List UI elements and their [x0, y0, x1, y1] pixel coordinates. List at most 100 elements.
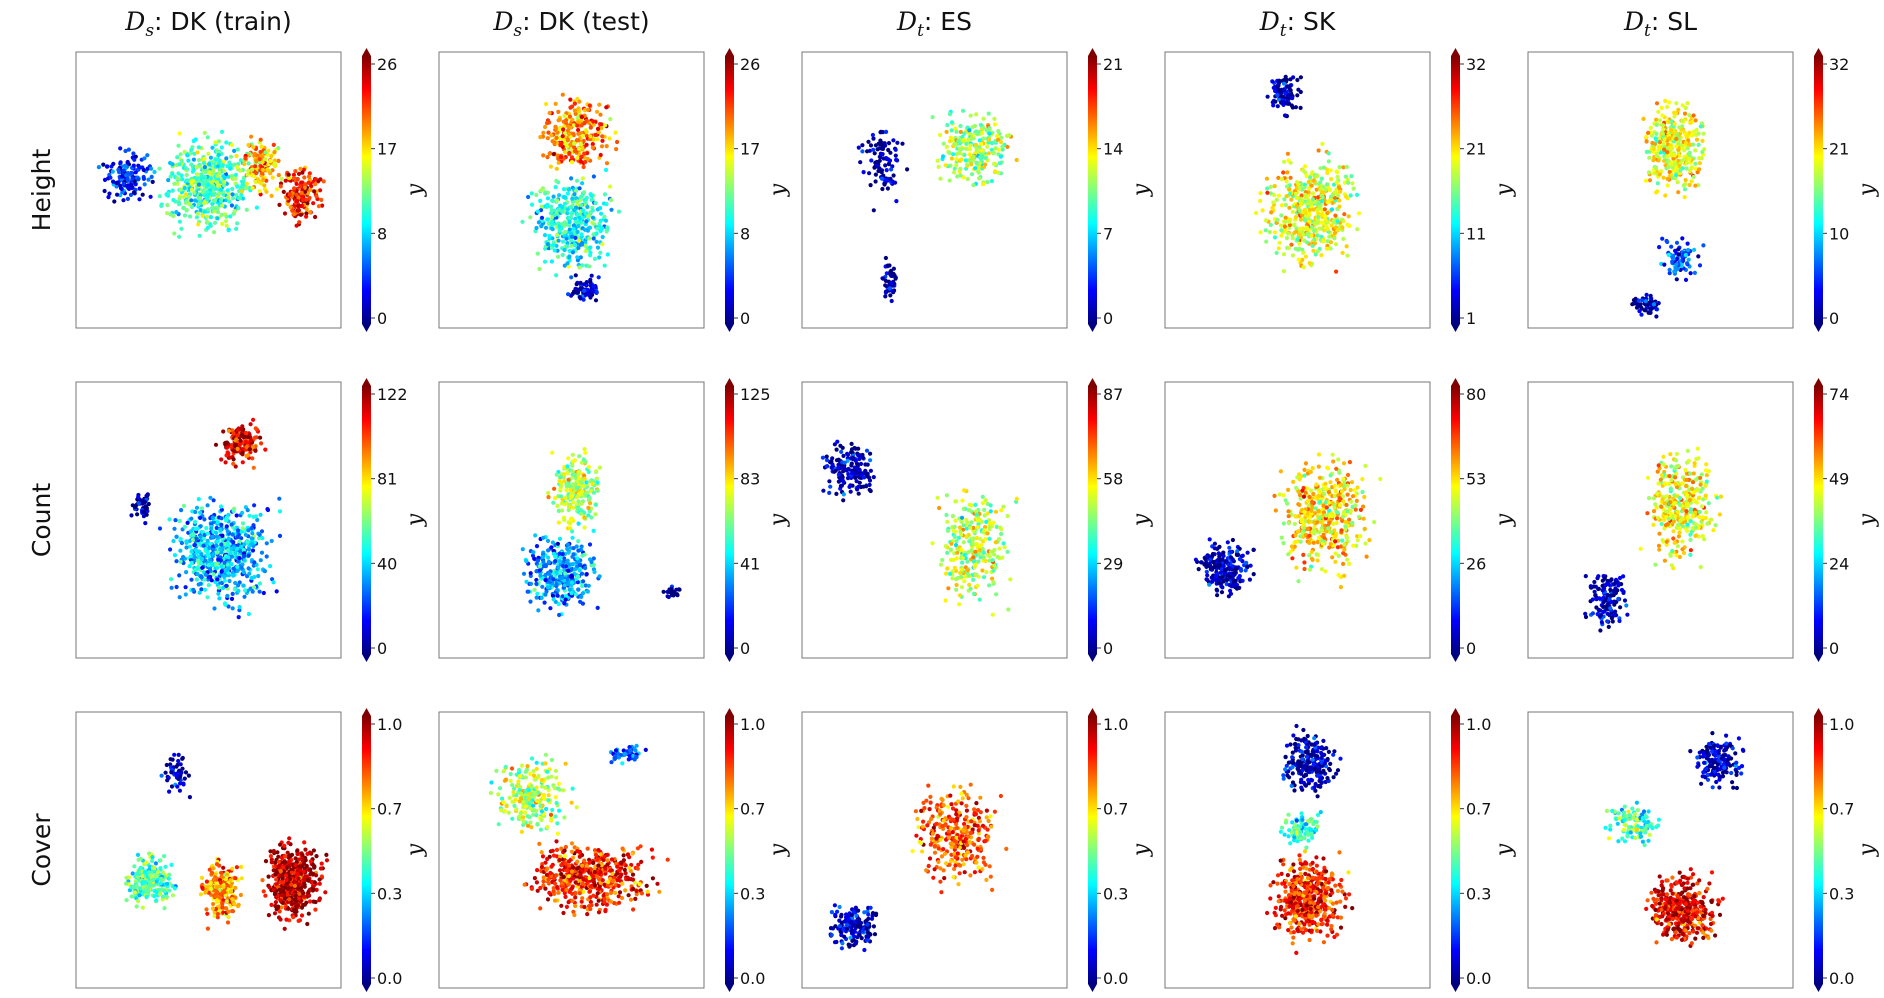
scatter-point — [198, 164, 203, 169]
scatter-point — [218, 527, 223, 532]
scatter-point — [665, 594, 670, 599]
scatter-point — [572, 141, 577, 146]
scatter-point — [579, 114, 585, 120]
scatter-point — [560, 563, 565, 569]
scatter-point — [193, 137, 198, 142]
scatter-point — [598, 228, 603, 234]
scatter-point — [1660, 113, 1665, 118]
scatter-point — [253, 164, 258, 169]
scatter-point — [820, 455, 826, 460]
scatter-point — [217, 596, 222, 601]
colorbar-tick-label: 32 — [1466, 55, 1486, 74]
scatter-point — [268, 564, 273, 569]
scatter-point — [528, 571, 533, 576]
scatter-point — [1684, 160, 1689, 166]
scatter-point — [1275, 217, 1280, 222]
scatter-point — [580, 583, 585, 589]
scatter-point — [573, 567, 578, 572]
scatter-point — [1273, 88, 1278, 94]
scatter-point — [1684, 133, 1689, 138]
scatter-point — [254, 205, 259, 210]
scatter-point — [185, 520, 190, 526]
scatter-point — [179, 226, 184, 231]
scatter-point — [869, 158, 874, 163]
scatter-point — [169, 577, 174, 582]
scatter-point — [203, 174, 208, 180]
scatter-point — [1685, 241, 1690, 246]
scatter-point — [569, 275, 574, 280]
scatter-point — [1290, 236, 1295, 241]
scatter-point — [1286, 158, 1291, 163]
scatter-point — [574, 592, 579, 597]
scatter-point — [1287, 86, 1292, 91]
scatter-point — [1338, 189, 1343, 194]
scatter-point — [542, 233, 548, 238]
scatter-point — [564, 560, 570, 565]
scatter-point — [215, 577, 220, 582]
scatter-point — [1285, 170, 1290, 175]
scatter-point — [1289, 197, 1294, 202]
scatter-point — [120, 190, 125, 195]
colorbar-tick-label: 125 — [740, 385, 771, 404]
scatter-point — [567, 150, 572, 156]
scatter-point — [892, 273, 897, 278]
scatter-point — [1693, 148, 1698, 153]
scatter-point — [1281, 252, 1286, 257]
scatter-point — [1307, 212, 1312, 217]
scatter-point — [1294, 196, 1299, 201]
scatter-point — [221, 174, 226, 179]
scatter-point — [224, 214, 229, 219]
scatter-point — [269, 193, 274, 198]
scatter-point — [828, 484, 833, 489]
scatter-point — [216, 157, 221, 162]
scatter-point — [1264, 239, 1269, 244]
scatter-point — [577, 215, 582, 221]
scatter-point — [591, 174, 597, 179]
scatter-point — [983, 155, 988, 160]
scatter-point — [583, 450, 588, 455]
scatter-point — [141, 509, 146, 515]
scatter-point — [542, 600, 547, 605]
scatter-point — [1327, 188, 1332, 193]
scatter-point — [564, 488, 569, 493]
scatter-point — [249, 576, 254, 581]
scatter-point — [998, 140, 1004, 145]
scatter-point — [944, 512, 949, 518]
scatter-point — [140, 501, 145, 506]
scatter-point — [582, 525, 587, 530]
scatter-point — [1282, 113, 1288, 118]
scatter-point — [569, 211, 574, 216]
scatter-point — [881, 276, 886, 281]
scatter-point — [588, 192, 593, 197]
scatter-point — [1283, 219, 1288, 224]
scatter-point — [565, 191, 570, 196]
scatter-point — [595, 226, 600, 231]
scatter-point — [594, 109, 600, 114]
scatter-point — [1290, 209, 1295, 214]
scatter-point — [593, 132, 598, 138]
colorbar-tick-label: 10 — [1829, 224, 1849, 243]
scatter-point — [555, 503, 560, 509]
scatter-point — [556, 160, 561, 165]
scatter-point — [231, 431, 236, 436]
scatter-point — [255, 517, 260, 523]
scatter-points — [1630, 98, 1707, 319]
scatter-point — [587, 542, 593, 547]
scatter-point — [547, 571, 552, 577]
scatter-point — [552, 486, 557, 491]
scatter-point — [572, 472, 577, 477]
scatter-point — [1664, 104, 1670, 110]
scatter-point — [136, 501, 141, 506]
scatter-point — [184, 539, 189, 544]
scatter-point — [582, 227, 588, 232]
scatter-point — [607, 136, 612, 141]
scatter-point — [609, 207, 614, 212]
scatter-point — [824, 458, 830, 463]
scatter-point — [1674, 240, 1680, 245]
scatter-point — [220, 163, 225, 168]
scatter-point — [130, 176, 135, 181]
scatter-point — [866, 139, 871, 144]
scatter-point — [249, 438, 254, 443]
scatter-point — [981, 116, 986, 121]
